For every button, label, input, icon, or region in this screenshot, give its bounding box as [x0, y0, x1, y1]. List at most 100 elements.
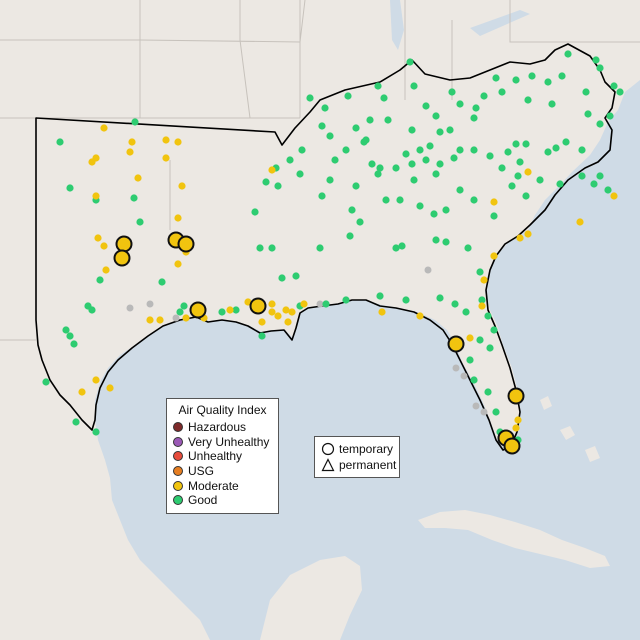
- station-marker-good: [446, 126, 454, 134]
- station-marker-moderate: [466, 334, 474, 342]
- station-marker-good: [321, 104, 329, 112]
- station-marker-moderate: [92, 376, 100, 384]
- station-marker-moderate: [78, 388, 86, 396]
- station-marker-good: [476, 268, 484, 276]
- station-marker-good: [392, 164, 400, 172]
- unhealthy-swatch-icon: [173, 451, 183, 462]
- station-marker-good: [396, 196, 404, 204]
- station-marker-good: [92, 428, 100, 436]
- station-marker-good: [490, 326, 498, 334]
- station-marker-good: [578, 146, 586, 154]
- station-marker-good: [528, 72, 536, 80]
- station-marker-good: [331, 156, 339, 164]
- station-marker-moderate: [134, 174, 142, 182]
- station-marker-moderate: [162, 154, 170, 162]
- station-marker-good: [548, 100, 556, 108]
- legend-label: Good: [188, 493, 218, 508]
- station-marker-moderate: [514, 416, 522, 424]
- station-marker-good: [456, 186, 464, 194]
- legend-item-moderate: Moderate: [173, 478, 272, 493]
- station-marker-unknown: [316, 300, 324, 308]
- station-marker-unknown: [126, 304, 134, 312]
- station-marker-good: [158, 278, 166, 286]
- station-marker-moderate: [268, 166, 276, 174]
- moderate-swatch-icon: [173, 480, 183, 491]
- station-marker-moderate: [174, 260, 182, 268]
- station-marker-good: [436, 294, 444, 302]
- station-marker-good: [72, 418, 80, 426]
- station-marker-moderate: [94, 234, 102, 242]
- station-marker-good: [322, 300, 330, 308]
- station-marker-moderate: [288, 308, 296, 316]
- station-marker-good: [596, 172, 604, 180]
- station-marker-good: [298, 146, 306, 154]
- station-marker-good: [512, 140, 520, 148]
- station-marker-moderate: [100, 124, 108, 132]
- station-marker-good: [596, 64, 604, 72]
- station-marker-moderate: [516, 234, 524, 242]
- station-marker-good: [96, 276, 104, 284]
- legend-label: Hazardous: [188, 420, 247, 435]
- station-marker-unknown: [452, 364, 460, 372]
- station-marker-moderate: [100, 242, 108, 250]
- good-swatch-icon: [173, 495, 183, 506]
- state-borders: [0, 0, 640, 341]
- station-marker-moderate: [182, 314, 190, 322]
- station-marker-unknown: [480, 408, 488, 416]
- station-marker-moderate: [146, 316, 154, 324]
- station-marker-good: [292, 272, 300, 280]
- station-marker-moderate: [524, 168, 532, 176]
- station-marker-good: [326, 176, 334, 184]
- legend-item-temporary: temporary: [321, 441, 393, 457]
- station-marker-moderate: [576, 218, 584, 226]
- station-marker-moderate: [512, 424, 520, 432]
- station-marker-good: [596, 120, 604, 128]
- station-marker-good: [352, 124, 360, 132]
- lake-erie: [470, 10, 530, 36]
- station-marker-good: [131, 118, 139, 126]
- station-marker-moderate: [478, 302, 486, 310]
- station-marker-good: [584, 110, 592, 118]
- station-marker-good: [318, 192, 326, 200]
- station-marker-good: [456, 100, 464, 108]
- station-marker-good: [470, 146, 478, 154]
- station-marker-good: [382, 196, 390, 204]
- station-marker-good: [522, 192, 530, 200]
- station-marker-good: [416, 202, 424, 210]
- station-marker-moderate: [258, 318, 266, 326]
- station-marker-moderate: [610, 192, 618, 200]
- station-marker-moderate: [174, 214, 182, 222]
- station-marker-good: [498, 88, 506, 96]
- station-marker-good: [344, 92, 352, 100]
- station-marker-moderate: [378, 308, 386, 316]
- station-marker-good: [278, 274, 286, 282]
- station-marker-good: [356, 218, 364, 226]
- station-marker-good: [536, 176, 544, 184]
- station-marker-good: [392, 244, 400, 252]
- station-marker-moderate: [106, 384, 114, 392]
- legend-item-unhealthy: Unhealthy: [173, 449, 272, 464]
- station-marker-moderate: [268, 308, 276, 316]
- station-marker-good: [342, 146, 350, 154]
- station-marker-good: [416, 146, 424, 154]
- station-marker-good: [490, 212, 498, 220]
- station-marker-moderate: [126, 148, 134, 156]
- station-marker-moderate: [268, 300, 276, 308]
- temporary-monitor-moderate: [507, 387, 525, 405]
- legend-item-permanent: permanent: [321, 457, 397, 473]
- station-marker-good: [232, 306, 240, 314]
- station-marker-moderate: [524, 230, 532, 238]
- station-marker-good: [268, 244, 276, 252]
- station-marker-good: [262, 178, 270, 186]
- usg-swatch-icon: [173, 466, 183, 477]
- legend-item-hazardous: Hazardous: [173, 420, 272, 435]
- legend-item-very-unhealthy: Very Unhealthy: [173, 435, 272, 450]
- station-marker-moderate: [490, 252, 498, 260]
- station-marker-good: [606, 112, 614, 120]
- station-marker-good: [296, 170, 304, 178]
- legend-label: permanent: [339, 458, 397, 472]
- legend-label: temporary: [339, 442, 394, 456]
- station-marker-good: [130, 194, 138, 202]
- temporary-monitor-moderate: [447, 335, 465, 353]
- lake-michigan: [390, 0, 404, 50]
